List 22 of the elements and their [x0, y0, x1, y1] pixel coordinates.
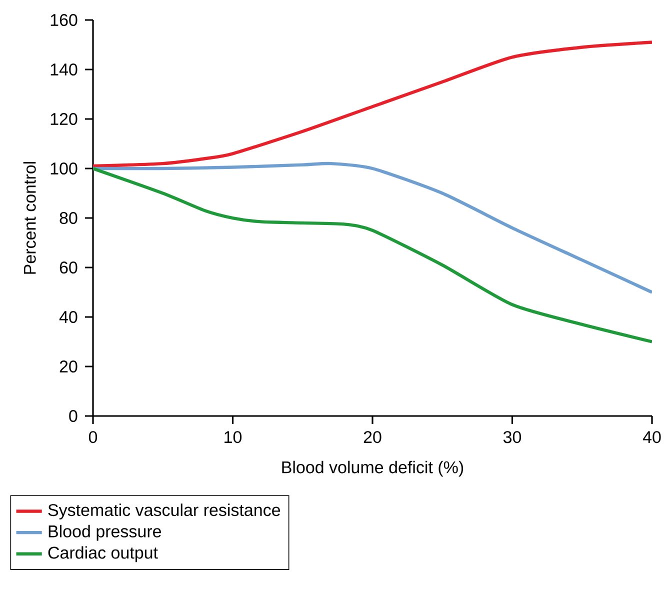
- line-series: [93, 162, 652, 294]
- y-tick-label: 40: [59, 311, 78, 324]
- y-tick-label: 100: [50, 162, 78, 175]
- y-axis-title: Percent control: [23, 162, 36, 274]
- y-tick-label: 60: [60, 262, 78, 274]
- y-tick-label: 120: [50, 113, 78, 126]
- x-tick-label: 40: [642, 431, 661, 444]
- line-series: [93, 166, 652, 344]
- legend-label: Cardiac output: [48, 546, 158, 562]
- y-tick-label: 80: [60, 212, 78, 224]
- y-tick-label: 160: [50, 14, 78, 26]
- y-tick-label: 20: [60, 360, 78, 373]
- line-series: [93, 40, 652, 168]
- y-tick-label: 140: [50, 64, 78, 76]
- x-axis-title: Blood volume deficit (%): [282, 460, 464, 477]
- x-tick-label: 20: [364, 431, 382, 444]
- legend-label: Systematic vascular resistance: [48, 504, 280, 520]
- x-tick-label: 0: [88, 431, 98, 444]
- y-tick-label: 0: [69, 410, 78, 422]
- legend-label: Blood pressure: [48, 524, 162, 541]
- x-tick-label: 10: [224, 431, 242, 444]
- x-tick-label: 30: [503, 431, 522, 444]
